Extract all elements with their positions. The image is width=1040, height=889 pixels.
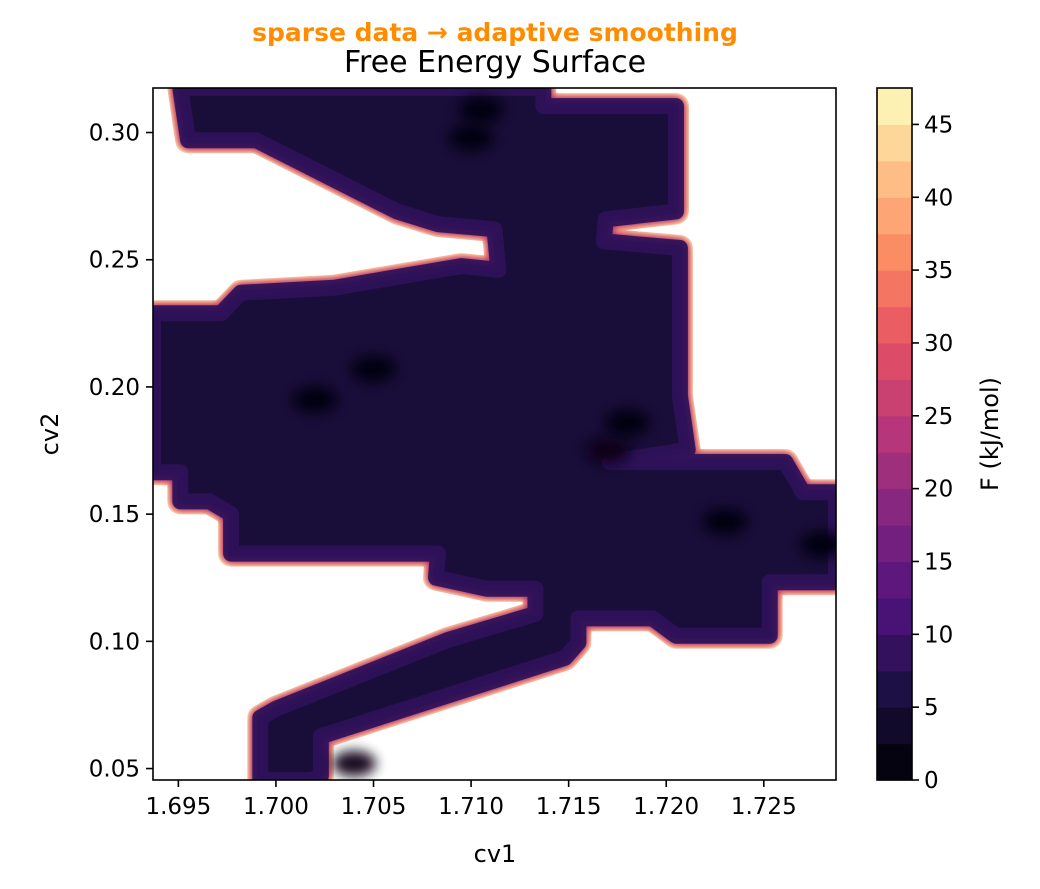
chart-title: Free Energy Surface — [344, 45, 646, 80]
y-tick-label: 0.30 — [89, 121, 140, 147]
x-axis: 1.695 1.700 1.705 1.710 1.715 1.720 1.725 — [145, 780, 797, 820]
colorbar-tick-label: 15 — [924, 549, 953, 575]
x-tick-label: 1.705 — [341, 794, 407, 820]
colorbar-band — [877, 525, 912, 563]
colorbar-frame — [876, 87, 913, 781]
x-tick-label: 1.700 — [243, 794, 309, 820]
plot-frame — [152, 87, 837, 781]
basin — [585, 437, 630, 464]
plot-area — [153, 88, 836, 780]
colorbar-bands — [877, 88, 912, 781]
colorbar-band — [877, 306, 912, 344]
colorbar-band — [877, 342, 912, 380]
colorbar-band — [877, 743, 912, 781]
basin — [458, 96, 503, 123]
colorbar: 0 5 10 15 20 25 30 35 40 45 F (kJ/mol) — [876, 87, 1004, 794]
y-tick-label: 0.25 — [89, 248, 140, 274]
basin — [449, 124, 494, 151]
colorbar-label: F (kJ/mol) — [976, 377, 1004, 491]
basin — [702, 508, 747, 535]
basin — [351, 356, 396, 383]
colorbar-band — [877, 233, 912, 271]
colorbar-band — [877, 88, 912, 126]
colorbar-band — [877, 634, 912, 672]
colorbar-band — [877, 488, 912, 526]
colorbar-tick-label: 35 — [924, 258, 953, 284]
colorbar-band — [877, 124, 912, 162]
x-axis-label: cv1 — [474, 840, 517, 868]
x-tick-label: 1.725 — [731, 794, 797, 820]
colorbar-band — [877, 452, 912, 490]
basin — [800, 531, 836, 558]
x-tick-label: 1.715 — [536, 794, 602, 820]
y-axis-label: cv2 — [36, 413, 64, 456]
colorbar-band — [877, 561, 912, 599]
colorbar-band — [877, 197, 912, 235]
free-energy-contours — [153, 88, 836, 780]
colorbar-band — [877, 270, 912, 308]
colorbar-tick-label: 40 — [924, 185, 953, 211]
colorbar-band — [877, 415, 912, 453]
colorbar-band — [877, 670, 912, 708]
basin — [605, 409, 650, 436]
colorbar-band — [877, 379, 912, 417]
y-tick-label: 0.10 — [89, 629, 140, 655]
colorbar-band — [877, 597, 912, 635]
colorbar-ticks: 0 5 10 15 20 25 30 35 40 45 — [912, 112, 953, 794]
colorbar-band — [877, 160, 912, 198]
colorbar-band — [877, 707, 912, 745]
x-tick-label: 1.710 — [438, 794, 504, 820]
y-tick-label: 0.05 — [89, 757, 140, 783]
x-tick-label: 1.695 — [145, 794, 211, 820]
chart-subtitle: sparse data → adaptive smoothing — [252, 18, 738, 47]
colorbar-tick-label: 5 — [924, 695, 939, 721]
basin — [331, 750, 376, 777]
fes-core — [153, 88, 836, 780]
colorbar-tick-label: 45 — [924, 112, 953, 138]
low-energy-basins — [292, 96, 836, 777]
colorbar-tick-label: 10 — [924, 622, 953, 648]
y-axis: 0.05 0.10 0.15 0.20 0.25 0.30 — [89, 121, 153, 783]
colorbar-tick-label: 20 — [924, 477, 953, 503]
colorbar-tick-label: 25 — [924, 404, 953, 430]
basin — [292, 386, 337, 413]
y-tick-label: 0.20 — [89, 375, 140, 401]
y-tick-label: 0.15 — [89, 502, 140, 528]
colorbar-tick-label: 30 — [924, 331, 953, 357]
x-tick-label: 1.720 — [633, 794, 699, 820]
colorbar-tick-label: 0 — [924, 768, 939, 794]
